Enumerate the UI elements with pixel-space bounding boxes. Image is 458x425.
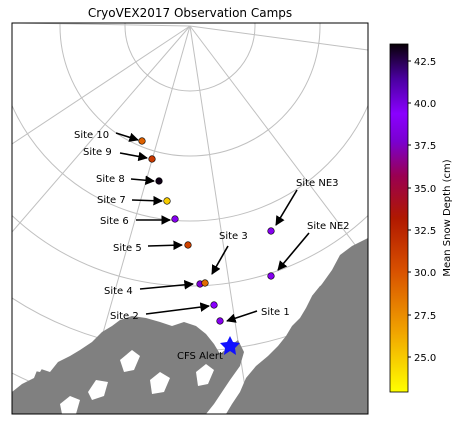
colorbar-tick-label: 27.5 bbox=[414, 311, 436, 322]
map-title: CryoVEX2017 Observation Camps bbox=[88, 6, 292, 20]
camp-marker-9 bbox=[148, 155, 156, 163]
camp-marker-7 bbox=[163, 197, 171, 205]
alert-label: CFS Alert bbox=[177, 351, 223, 362]
camp-marker-5 bbox=[184, 241, 192, 249]
colorbar-tick-label: 30.0 bbox=[414, 268, 436, 279]
camp-label-7: Site 7 bbox=[97, 195, 126, 206]
colorbar-tick-label: 40.0 bbox=[414, 99, 436, 110]
colorbar-label: Mean Snow Depth (cm) bbox=[442, 159, 453, 276]
camp-marker-2 bbox=[210, 301, 218, 309]
camp-marker-ne3 bbox=[267, 227, 275, 235]
camp-label-ne2: Site NE2 bbox=[307, 221, 350, 232]
camp-markers bbox=[138, 137, 275, 325]
camp-label-2: Site 2 bbox=[110, 311, 139, 322]
camp-label-3: Site 3 bbox=[219, 231, 248, 242]
camp-marker-1 bbox=[216, 317, 224, 325]
camp-marker-3 bbox=[201, 279, 209, 287]
map-frame bbox=[11, 22, 369, 415]
colorbar-tick-label: 37.5 bbox=[414, 141, 436, 152]
colorbar-tick-label: 25.0 bbox=[414, 353, 436, 364]
camp-label-8: Site 8 bbox=[96, 174, 125, 185]
colorbar: 42.5 40.0 37.5 35.0 32.5 30.0 27.5 25.0 … bbox=[389, 43, 453, 393]
camp-label-4: Site 4 bbox=[104, 286, 133, 297]
camp-label-10: Site 10 bbox=[74, 130, 109, 141]
camp-label-6: Site 6 bbox=[100, 216, 129, 227]
colorbar-tick-label: 35.0 bbox=[414, 184, 436, 195]
colorbar-tick-label: 32.5 bbox=[414, 226, 436, 237]
label-arrows bbox=[115, 132, 310, 323]
camp-marker-6 bbox=[171, 215, 179, 223]
camp-label-9: Site 9 bbox=[83, 147, 112, 158]
colorbar-tick-label: 42.5 bbox=[414, 57, 436, 68]
camp-label-5: Site 5 bbox=[113, 243, 142, 254]
land bbox=[12, 238, 368, 414]
camp-marker-8 bbox=[155, 177, 163, 185]
camp-marker-ne2 bbox=[267, 272, 275, 280]
colorbar-ticks: 42.5 40.0 37.5 35.0 32.5 30.0 27.5 25.0 bbox=[408, 57, 436, 364]
camp-labels: Site 10 Site 9 Site 8 Site 7 Site 6 Site… bbox=[74, 130, 350, 322]
camp-label-ne3: Site NE3 bbox=[296, 178, 339, 189]
camp-marker-10 bbox=[138, 137, 146, 145]
camp-label-1: Site 1 bbox=[261, 307, 290, 318]
colorbar-gradient bbox=[389, 43, 409, 393]
star-icon bbox=[220, 336, 240, 355]
